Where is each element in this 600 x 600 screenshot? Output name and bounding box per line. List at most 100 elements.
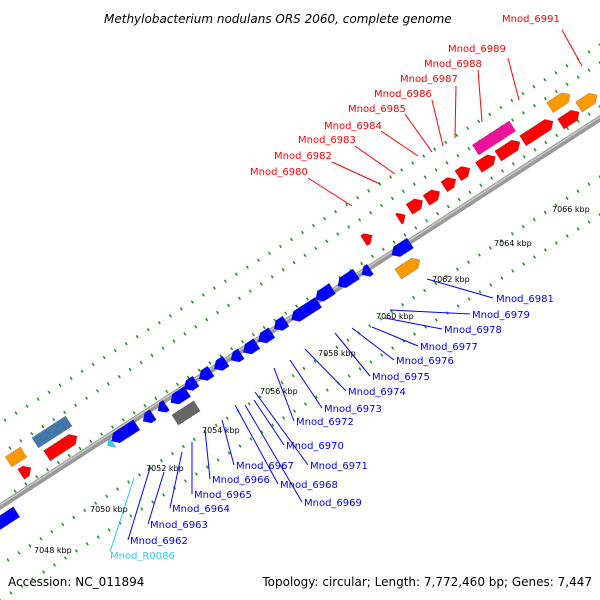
guide-dot xyxy=(78,446,82,451)
gene-label-mnod_6971[interactable]: Mnod_6971 xyxy=(310,461,368,472)
gene-arrow[interactable] xyxy=(405,196,426,215)
gene-label-mnod_r0086[interactable]: Mnod_R0086 xyxy=(110,551,175,562)
leader-line xyxy=(354,145,396,175)
guide-dot xyxy=(41,424,45,429)
tick-label: 7056 kbp xyxy=(260,387,298,396)
gene-label-mnod_6987[interactable]: Mnod_6987 xyxy=(400,74,458,85)
gene-arrow[interactable] xyxy=(394,210,408,225)
guide-dot xyxy=(489,283,493,287)
gene-arrow[interactable] xyxy=(17,463,35,480)
gene-label-mnod_6983[interactable]: Mnod_6983 xyxy=(298,135,356,146)
gene-features xyxy=(0,89,600,533)
gene-arrow[interactable] xyxy=(211,355,230,374)
guide-dot xyxy=(587,220,591,224)
gene-arrow[interactable] xyxy=(0,506,21,533)
leader-line xyxy=(273,367,295,422)
gene-arrow[interactable] xyxy=(271,315,290,334)
gene-arrow[interactable] xyxy=(422,187,443,206)
gene-arrow[interactable] xyxy=(360,230,376,247)
gene-arrow[interactable] xyxy=(255,327,276,347)
guide-dot xyxy=(554,71,558,75)
gene-label-mnod_6991[interactable]: Mnod_6991 xyxy=(502,14,560,25)
gene-arrow[interactable] xyxy=(140,409,157,427)
gene-arrow[interactable] xyxy=(335,268,360,291)
gene-label-mnod_6985[interactable]: Mnod_6985 xyxy=(348,104,406,115)
gene-arrow[interactable] xyxy=(394,255,423,280)
gene-arrow[interactable] xyxy=(471,120,517,156)
guide-dot xyxy=(135,334,139,339)
gene-label-mnod_6977[interactable]: Mnod_6977 xyxy=(420,342,478,353)
guide-dot xyxy=(423,288,427,293)
gene-label-mnod_6969[interactable]: Mnod_6969 xyxy=(304,498,362,509)
gene-arrow[interactable] xyxy=(108,419,141,446)
guide-dot xyxy=(227,451,231,455)
gene-arrow[interactable] xyxy=(43,431,81,462)
guide-dot xyxy=(488,112,492,117)
guide-dot xyxy=(379,203,384,208)
guide-dot xyxy=(13,489,17,493)
gene-label-mnod_6966[interactable]: Mnod_6966 xyxy=(212,475,270,486)
gene-label-mnod_6976[interactable]: Mnod_6976 xyxy=(396,356,454,367)
guide-dot xyxy=(194,472,198,476)
guide-dot xyxy=(148,466,153,470)
gene-arrow[interactable] xyxy=(196,365,215,384)
gene-arrow[interactable] xyxy=(104,436,117,450)
guide-dot xyxy=(314,395,318,399)
guide-dot xyxy=(334,209,338,214)
gene-arrow[interactable] xyxy=(494,137,523,162)
guide-dot xyxy=(170,451,174,456)
gene-label-mnod_6975[interactable]: Mnod_6975 xyxy=(372,372,430,383)
gene-arrow[interactable] xyxy=(288,296,323,324)
gene-label-mnod_6986[interactable]: Mnod_6986 xyxy=(374,89,432,100)
gene-arrow[interactable] xyxy=(440,174,459,193)
guide-dot xyxy=(214,423,218,428)
tick-label: 7058 kbp xyxy=(318,349,356,358)
gene-arrow[interactable] xyxy=(454,163,473,182)
gene-label-mnod_6988[interactable]: Mnod_6988 xyxy=(424,59,482,70)
gene-arrow[interactable] xyxy=(31,415,73,449)
gene-arrow[interactable] xyxy=(359,263,374,280)
gene-arrow[interactable] xyxy=(171,400,201,426)
guide-dot xyxy=(576,189,580,193)
gene-label-mnod_6968[interactable]: Mnod_6968 xyxy=(280,480,338,491)
guide-dot xyxy=(50,529,54,534)
gene-arrow[interactable] xyxy=(312,283,337,305)
guide-dot xyxy=(369,210,373,215)
gene-label-mnod_6970[interactable]: Mnod_6970 xyxy=(286,441,344,452)
gene-label-mnod_6963[interactable]: Mnod_6963 xyxy=(150,520,208,531)
gene-label-mnod_6982[interactable]: Mnod_6982 xyxy=(274,151,332,162)
leader-line xyxy=(431,99,444,147)
leader-line xyxy=(254,391,309,466)
gene-arrow[interactable] xyxy=(167,386,192,408)
guide-dot xyxy=(521,91,525,96)
gene-label-mnod_6965[interactable]: Mnod_6965 xyxy=(194,490,252,501)
gene-label-mnod_6984[interactable]: Mnod_6984 xyxy=(324,121,382,132)
guide-dot xyxy=(325,239,329,244)
gene-label-mnod_6980[interactable]: Mnod_6980 xyxy=(250,167,308,178)
gene-label-mnod_6978[interactable]: Mnod_6978 xyxy=(444,325,502,336)
gene-arrow[interactable] xyxy=(240,338,261,358)
guide-dot xyxy=(543,96,547,101)
gene-arrow[interactable] xyxy=(474,152,498,173)
gene-arrow[interactable] xyxy=(546,89,574,113)
gene-arrow[interactable] xyxy=(575,90,600,113)
gene-label-mnod_6967[interactable]: Mnod_6967 xyxy=(236,461,294,472)
gene-arrow[interactable] xyxy=(519,116,557,147)
gene-label-mnod_6964[interactable]: Mnod_6964 xyxy=(172,504,230,515)
gene-arrow[interactable] xyxy=(228,348,245,366)
gene-label-mnod_6989[interactable]: Mnod_6989 xyxy=(448,44,506,55)
gene-arrow[interactable] xyxy=(155,399,170,416)
guide-dot xyxy=(25,404,29,408)
gene-arrow[interactable] xyxy=(389,237,414,260)
gene-arrow[interactable] xyxy=(4,446,28,468)
gene-label-mnod_6962[interactable]: Mnod_6962 xyxy=(130,536,188,547)
gene-arrow[interactable] xyxy=(181,375,200,394)
gene-label-mnod_6981[interactable]: Mnod_6981 xyxy=(496,294,554,305)
gene-label-mnod_6979[interactable]: Mnod_6979 xyxy=(472,310,530,321)
leader-line xyxy=(307,177,353,207)
gene-label-mnod_6973[interactable]: Mnod_6973 xyxy=(324,404,382,415)
gene-label-mnod_6972[interactable]: Mnod_6972 xyxy=(296,417,354,428)
gene-label-mnod_6974[interactable]: Mnod_6974 xyxy=(348,387,406,398)
guide-dot xyxy=(412,295,416,300)
gene-arrow[interactable] xyxy=(557,107,583,130)
